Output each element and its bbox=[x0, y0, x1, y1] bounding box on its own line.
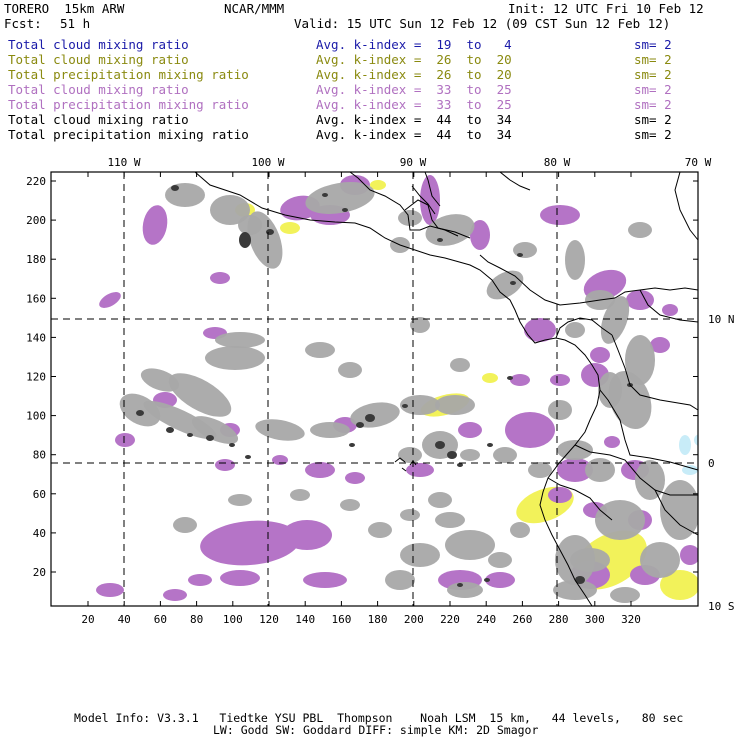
legend-field-4: Total cloud mixing ratio bbox=[8, 82, 189, 97]
model-info-line-1: Model Info: V3.3.1 Tiedtke YSU PBL Thomp… bbox=[74, 711, 684, 725]
y-tick-label: 20 bbox=[33, 566, 46, 579]
legend-kindex-7: Avg. k-index = 44 to 34 bbox=[316, 127, 512, 142]
model-info-line-2: LW: Godd SW: Goddard DIFF: simple KM: 2D… bbox=[213, 723, 539, 737]
legend-kindex-3: Avg. k-index = 26 to 20 bbox=[316, 67, 512, 82]
y-tick-label: 60 bbox=[33, 488, 46, 501]
cloud-fields bbox=[96, 175, 698, 603]
y-tick-label: 180 bbox=[26, 253, 46, 266]
x-tick-label: 200 bbox=[404, 613, 424, 626]
x-tick-label: 260 bbox=[512, 613, 532, 626]
x-tick-label: 120 bbox=[259, 613, 279, 626]
legend-sm-1: sm= 2 bbox=[634, 37, 672, 52]
model-name: TORERO 15km ARW bbox=[4, 1, 125, 16]
legend-field-2: Total cloud mixing ratio bbox=[8, 52, 189, 67]
lat-lon-grid bbox=[51, 172, 698, 606]
longitude-label: 80 W bbox=[544, 156, 571, 169]
legend-sm-3: sm= 2 bbox=[634, 67, 672, 82]
latitude-label: 0 bbox=[708, 457, 715, 470]
x-tick-label: 280 bbox=[549, 613, 569, 626]
y-tick-label: 160 bbox=[26, 292, 46, 305]
legend-kindex-6: Avg. k-index = 44 to 34 bbox=[316, 112, 512, 127]
x-tick-label: 300 bbox=[585, 613, 605, 626]
legend-kindex-2: Avg. k-index = 26 to 20 bbox=[316, 52, 512, 67]
x-tick-label: 180 bbox=[368, 613, 388, 626]
legend-kindex-4: Avg. k-index = 33 to 25 bbox=[316, 82, 512, 97]
map-frame bbox=[50, 171, 699, 607]
legend-kindex-5: Avg. k-index = 33 to 25 bbox=[316, 97, 512, 112]
y-tick-label: 140 bbox=[26, 331, 46, 344]
x-tick-label: 220 bbox=[440, 613, 460, 626]
legend-field-5: Total precipitation mixing ratio bbox=[8, 97, 249, 112]
longitude-label: 90 W bbox=[400, 156, 427, 169]
y-tick-label: 200 bbox=[26, 214, 46, 227]
legend-field-1: Total cloud mixing ratio bbox=[8, 37, 189, 52]
latitude-label: 10 S bbox=[708, 600, 735, 613]
longitude-label: 100 W bbox=[251, 156, 284, 169]
legend-sm-4: sm= 2 bbox=[634, 82, 672, 97]
y-tick-label: 40 bbox=[33, 527, 46, 540]
x-tick-label: 20 bbox=[81, 613, 94, 626]
axis-ticks: 20 40 60 80 100 120 140 160 180 200 220 240 260 280 30… bbox=[26, 156, 734, 626]
longitude-label: 110 W bbox=[107, 156, 140, 169]
legend-sm-6: sm= 2 bbox=[634, 112, 672, 127]
x-tick-label: 240 bbox=[476, 613, 496, 626]
legend-field-7: Total precipitation mixing ratio bbox=[8, 127, 249, 142]
x-tick-label: 80 bbox=[190, 613, 203, 626]
x-tick-label: 140 bbox=[295, 613, 315, 626]
y-tick-label: 100 bbox=[26, 410, 46, 423]
x-tick-label: 60 bbox=[154, 613, 167, 626]
legend-kindex-1: Avg. k-index = 19 to 4 bbox=[316, 37, 512, 52]
latitude-label: 10 N bbox=[708, 313, 735, 326]
legend-sm-5: sm= 2 bbox=[634, 97, 672, 112]
y-tick-label: 120 bbox=[26, 371, 46, 384]
legend-field-6: Total cloud mixing ratio bbox=[8, 112, 189, 127]
x-tick-label: 160 bbox=[331, 613, 351, 626]
longitude-label: 70 W bbox=[685, 156, 712, 169]
init-time: Init: 12 UTC Fri 10 Feb 12 bbox=[508, 1, 704, 16]
forecast-hour: 51 h bbox=[60, 16, 91, 31]
x-tick-label: 320 bbox=[621, 613, 641, 626]
y-tick-label: 80 bbox=[33, 449, 46, 462]
y-tick-label: 220 bbox=[26, 175, 46, 188]
x-tick-label: 100 bbox=[223, 613, 243, 626]
legend-sm-7: sm= 2 bbox=[634, 127, 672, 142]
x-tick-label: 40 bbox=[118, 613, 131, 626]
coastlines bbox=[194, 171, 699, 607]
legend-sm-2: sm= 2 bbox=[634, 52, 672, 67]
forecast-label: Fcst: bbox=[4, 16, 42, 31]
valid-time: Valid: 15 UTC Sun 12 Feb 12 (09 CST Sun … bbox=[294, 16, 671, 31]
legend-field-3: Total precipitation mixing ratio bbox=[8, 67, 249, 82]
center-name: NCAR/MMM bbox=[224, 1, 285, 16]
